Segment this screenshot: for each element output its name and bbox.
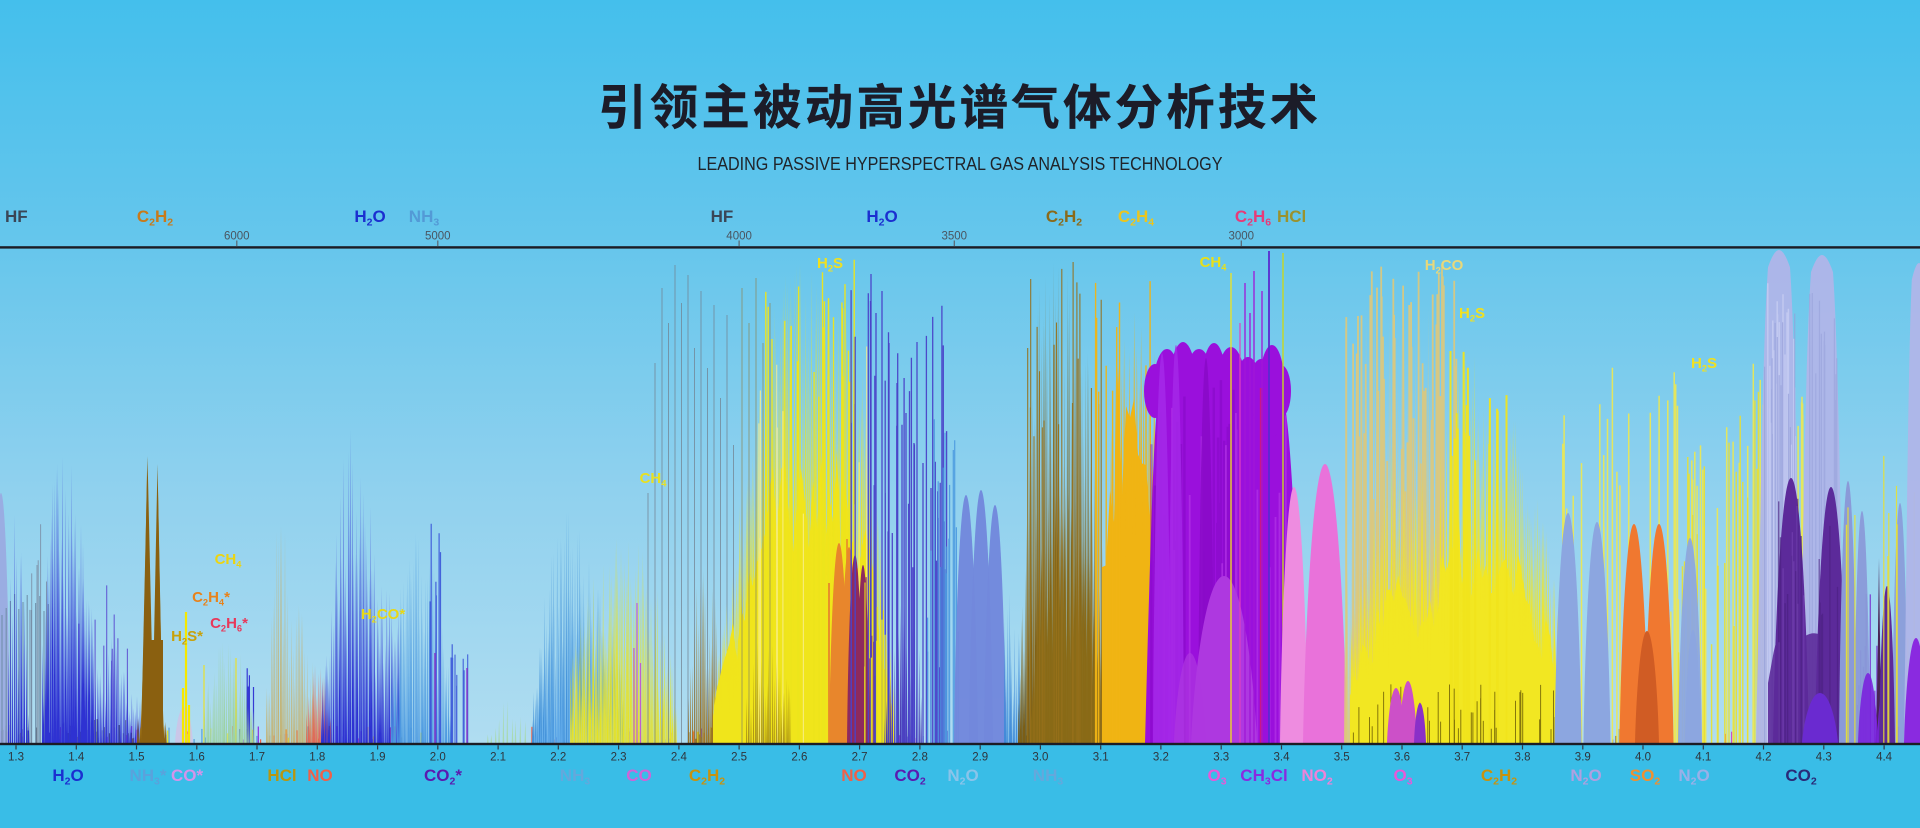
svg-text:1.5: 1.5 [129, 752, 145, 764]
svg-text:6000: 6000 [224, 231, 250, 243]
svg-text:C2​H2​: C2​H2​ [1481, 766, 1517, 788]
svg-text:2.6: 2.6 [791, 752, 807, 764]
svg-text:H2​CO*: H2​CO* [361, 606, 406, 625]
svg-text:4.4: 4.4 [1876, 752, 1893, 764]
svg-text:2.9: 2.9 [972, 752, 988, 764]
svg-text:H2​S: H2​S [817, 255, 843, 274]
svg-text:1.6: 1.6 [189, 752, 205, 764]
svg-text:H2​S: H2​S [1691, 355, 1717, 374]
svg-text:C2​H4​*: C2​H4​* [192, 589, 230, 608]
svg-text:NH3​: NH3​ [560, 766, 591, 788]
svg-text:2.7: 2.7 [852, 752, 868, 764]
svg-text:H2​O: H2​O [52, 766, 83, 788]
svg-text:3.0: 3.0 [1032, 752, 1048, 764]
svg-text:C2​H2​: C2​H2​ [1046, 207, 1082, 229]
svg-text:2.1: 2.1 [490, 752, 506, 764]
svg-text:3.3: 3.3 [1213, 752, 1229, 764]
svg-text:CH4​: CH4​ [215, 551, 243, 570]
svg-text:CO2​: CO2​ [894, 766, 926, 788]
svg-text:H2​CO: H2​CO [1425, 257, 1464, 276]
svg-text:4000: 4000 [726, 231, 752, 243]
svg-text:CO: CO [626, 766, 652, 785]
svg-text:3500: 3500 [942, 231, 968, 243]
svg-text:C2​H6​: C2​H6​ [1235, 207, 1271, 229]
svg-text:N2​O: N2​O [947, 766, 978, 788]
svg-text:H2​O: H2​O [866, 207, 897, 229]
svg-text:2.5: 2.5 [731, 752, 747, 764]
svg-text:C2​H4​: C2​H4​ [1118, 207, 1154, 229]
svg-text:C2​H2​: C2​H2​ [137, 207, 173, 229]
svg-text:LEADING PASSIVE HYPERSPECTRAL: LEADING PASSIVE HYPERSPECTRAL GAS ANALYS… [698, 153, 1223, 174]
svg-text:4.1: 4.1 [1695, 752, 1711, 764]
svg-text:1.4: 1.4 [68, 752, 85, 764]
svg-text:NH3​: NH3​ [409, 207, 440, 229]
svg-text:2.2: 2.2 [550, 752, 566, 764]
svg-text:H2​S*: H2​S* [171, 628, 203, 647]
svg-text:2.3: 2.3 [611, 752, 627, 764]
svg-text:SO2​: SO2​ [1630, 766, 1661, 788]
svg-text:3.8: 3.8 [1515, 752, 1531, 764]
svg-text:CH4​: CH4​ [640, 470, 668, 489]
svg-text:3.4: 3.4 [1274, 752, 1291, 764]
svg-text:NO: NO [307, 766, 333, 785]
svg-text:1.7: 1.7 [249, 752, 265, 764]
svg-text:3000: 3000 [1229, 231, 1255, 243]
svg-text:CO2​: CO2​ [1785, 766, 1817, 788]
svg-text:3.6: 3.6 [1394, 752, 1410, 764]
svg-text:N2​O: N2​O [1570, 766, 1601, 788]
svg-text:2.4: 2.4 [671, 752, 688, 764]
svg-text:CH3​Cl: CH3​Cl [1240, 766, 1287, 788]
svg-text:H2​S: H2​S [1459, 305, 1485, 324]
svg-text:NO2​: NO2​ [1301, 766, 1333, 788]
svg-text:3.7: 3.7 [1454, 752, 1470, 764]
svg-text:2.0: 2.0 [430, 752, 446, 764]
svg-text:HCl: HCl [267, 766, 296, 785]
svg-text:1.8: 1.8 [309, 752, 325, 764]
svg-text:5000: 5000 [425, 231, 451, 243]
svg-text:4.0: 4.0 [1635, 752, 1651, 764]
svg-text:3.2: 3.2 [1153, 752, 1169, 764]
svg-text:NO: NO [841, 766, 867, 785]
svg-text:4.2: 4.2 [1756, 752, 1772, 764]
svg-text:1.9: 1.9 [370, 752, 386, 764]
svg-text:O3​: O3​ [1393, 766, 1412, 788]
svg-text:1.3: 1.3 [8, 752, 24, 764]
svg-text:H2​O: H2​O [354, 207, 385, 229]
svg-text:3.5: 3.5 [1334, 752, 1350, 764]
svg-text:3.1: 3.1 [1093, 752, 1109, 764]
svg-text:CO2​*: CO2​* [424, 766, 462, 788]
svg-text:HCl: HCl [1277, 207, 1306, 226]
svg-text:HF: HF [711, 207, 734, 226]
svg-text:C2​H2​: C2​H2​ [689, 766, 725, 788]
svg-text:O3​: O3​ [1207, 766, 1226, 788]
svg-text:3.9: 3.9 [1575, 752, 1591, 764]
svg-text:4.3: 4.3 [1816, 752, 1832, 764]
svg-text:CH4​: CH4​ [1200, 254, 1228, 273]
svg-text:2.8: 2.8 [912, 752, 928, 764]
svg-text:NH3​*: NH3​* [129, 766, 166, 788]
svg-text:C2​H6​*: C2​H6​* [210, 615, 248, 634]
svg-text:N2​O: N2​O [1678, 766, 1709, 788]
svg-text:CO*: CO* [171, 766, 204, 785]
svg-text:HF: HF [5, 207, 28, 226]
svg-text:NH3​: NH3​ [1033, 766, 1064, 788]
